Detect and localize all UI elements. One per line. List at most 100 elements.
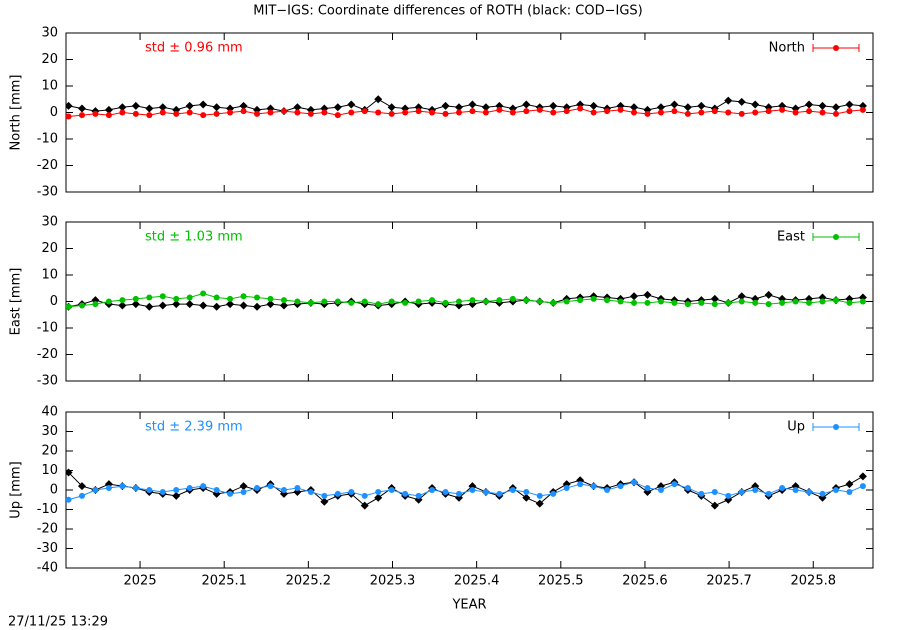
data-point bbox=[779, 485, 786, 492]
data-point bbox=[267, 295, 274, 302]
data-point bbox=[631, 109, 638, 116]
y-tick-label: -20 bbox=[37, 347, 58, 362]
data-point bbox=[402, 490, 409, 497]
y-tick-label: 10 bbox=[41, 79, 58, 94]
data-point bbox=[711, 108, 718, 115]
data-point bbox=[185, 101, 194, 110]
data-point bbox=[657, 487, 664, 493]
data-point bbox=[348, 488, 355, 495]
data-point bbox=[254, 294, 261, 301]
data-point bbox=[577, 105, 584, 112]
data-point bbox=[792, 298, 799, 305]
annotation: std ± 0.96 mm bbox=[145, 41, 243, 56]
y-tick-label: -40 bbox=[37, 561, 58, 576]
data-point bbox=[132, 295, 139, 302]
data-point bbox=[294, 298, 301, 305]
y-tick-label: -10 bbox=[37, 132, 58, 147]
data-point bbox=[239, 301, 248, 310]
data-point bbox=[509, 109, 516, 116]
y-tick-label: 0 bbox=[50, 483, 58, 498]
data-point bbox=[482, 109, 489, 116]
data-point bbox=[333, 103, 342, 112]
data-point bbox=[199, 100, 208, 109]
data-point bbox=[698, 109, 705, 116]
y-tick-label: 40 bbox=[41, 405, 58, 420]
y-tick-label: 10 bbox=[41, 268, 58, 283]
data-point bbox=[711, 301, 718, 308]
data-point bbox=[267, 109, 274, 116]
y-tick-label: -10 bbox=[37, 321, 58, 336]
data-point bbox=[266, 300, 275, 309]
x-tick-label: 2025.5 bbox=[538, 574, 584, 589]
data-point bbox=[859, 106, 866, 113]
data-point bbox=[806, 108, 813, 115]
data-point bbox=[496, 106, 503, 113]
data-point bbox=[118, 301, 127, 310]
data-point bbox=[738, 488, 745, 495]
y-tick-label: 30 bbox=[41, 26, 58, 41]
data-point bbox=[307, 488, 314, 495]
data-point bbox=[334, 112, 341, 119]
data-point bbox=[375, 488, 382, 495]
data-point bbox=[240, 108, 247, 115]
data-point bbox=[78, 492, 85, 499]
data-point bbox=[118, 103, 127, 112]
data-point bbox=[185, 300, 194, 309]
data-point bbox=[831, 103, 840, 112]
data-point bbox=[442, 488, 449, 495]
data-point bbox=[240, 293, 247, 300]
y-tick-label: 20 bbox=[41, 52, 58, 67]
data-point bbox=[590, 109, 597, 116]
data-point bbox=[765, 108, 772, 115]
plot-area bbox=[66, 468, 867, 510]
y-axis-label: North [mm] bbox=[9, 75, 24, 151]
data-point bbox=[671, 481, 678, 488]
legend-label: Up bbox=[787, 420, 805, 435]
data-point bbox=[146, 294, 153, 301]
data-point bbox=[375, 301, 382, 308]
data-point bbox=[280, 297, 287, 304]
data-point bbox=[402, 109, 409, 116]
data-point bbox=[523, 108, 530, 115]
data-point bbox=[92, 110, 99, 117]
data-point bbox=[509, 295, 516, 302]
y-tick-label: -20 bbox=[37, 522, 58, 537]
data-point bbox=[792, 109, 799, 116]
data-point bbox=[725, 109, 732, 116]
data-point bbox=[496, 490, 503, 497]
legend-symbol bbox=[833, 424, 839, 430]
data-point bbox=[415, 492, 422, 499]
data-point bbox=[66, 113, 72, 120]
data-point bbox=[66, 468, 73, 477]
data-point bbox=[334, 490, 341, 497]
data-point bbox=[725, 299, 732, 306]
data-point bbox=[213, 110, 220, 117]
data-point bbox=[279, 301, 288, 310]
data-point bbox=[806, 299, 813, 306]
data-point bbox=[78, 302, 85, 309]
timestamp: 27/11/25 13:29 bbox=[8, 615, 108, 630]
data-point bbox=[212, 103, 221, 112]
x-tick-label: 2025.8 bbox=[791, 574, 837, 589]
data-point bbox=[818, 101, 827, 110]
legend-symbol bbox=[833, 234, 839, 240]
data-point bbox=[577, 297, 584, 304]
data-point bbox=[66, 303, 72, 310]
x-tick-label: 2025.1 bbox=[201, 574, 247, 589]
y-tick-label: 0 bbox=[50, 105, 58, 120]
y-tick-label: -30 bbox=[37, 185, 58, 200]
data-point bbox=[859, 298, 866, 305]
data-point bbox=[105, 298, 112, 305]
data-point bbox=[92, 301, 99, 308]
x-tick-label: 2025.6 bbox=[622, 574, 668, 589]
data-point bbox=[415, 298, 422, 305]
data-point bbox=[334, 298, 341, 305]
y-tick-label: -20 bbox=[37, 158, 58, 173]
data-point bbox=[724, 96, 733, 105]
data-point bbox=[469, 297, 476, 304]
legend-symbol bbox=[833, 45, 839, 51]
data-point bbox=[644, 299, 651, 306]
data-point bbox=[711, 488, 718, 495]
figure-title: MIT−IGS: Coordinate differences of ROTH … bbox=[253, 4, 642, 19]
data-point bbox=[119, 109, 126, 116]
